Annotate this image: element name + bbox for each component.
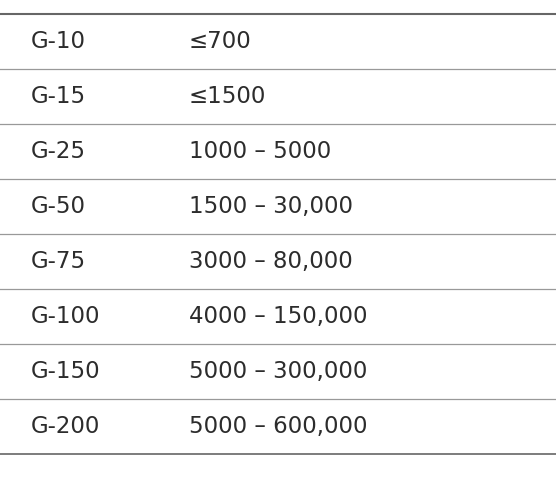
- Text: 1000 – 5000: 1000 – 5000: [189, 140, 331, 163]
- Text: G-25: G-25: [31, 140, 86, 163]
- Text: ≤700: ≤700: [189, 30, 252, 54]
- Text: G-50: G-50: [31, 195, 86, 218]
- Text: G-10: G-10: [31, 30, 86, 54]
- Text: 1500 – 30,000: 1500 – 30,000: [189, 195, 353, 218]
- Text: 5000 – 600,000: 5000 – 600,000: [189, 415, 368, 438]
- Text: 5000 – 300,000: 5000 – 300,000: [189, 360, 368, 383]
- Text: 4000 – 150,000: 4000 – 150,000: [189, 305, 368, 328]
- Text: ≤1500: ≤1500: [189, 85, 266, 108]
- Text: G-75: G-75: [31, 250, 86, 273]
- Text: G-15: G-15: [31, 85, 86, 108]
- Text: 3000 – 80,000: 3000 – 80,000: [189, 250, 353, 273]
- Text: G-150: G-150: [31, 360, 100, 383]
- Text: G-200: G-200: [31, 415, 100, 438]
- Text: G-100: G-100: [31, 305, 100, 328]
